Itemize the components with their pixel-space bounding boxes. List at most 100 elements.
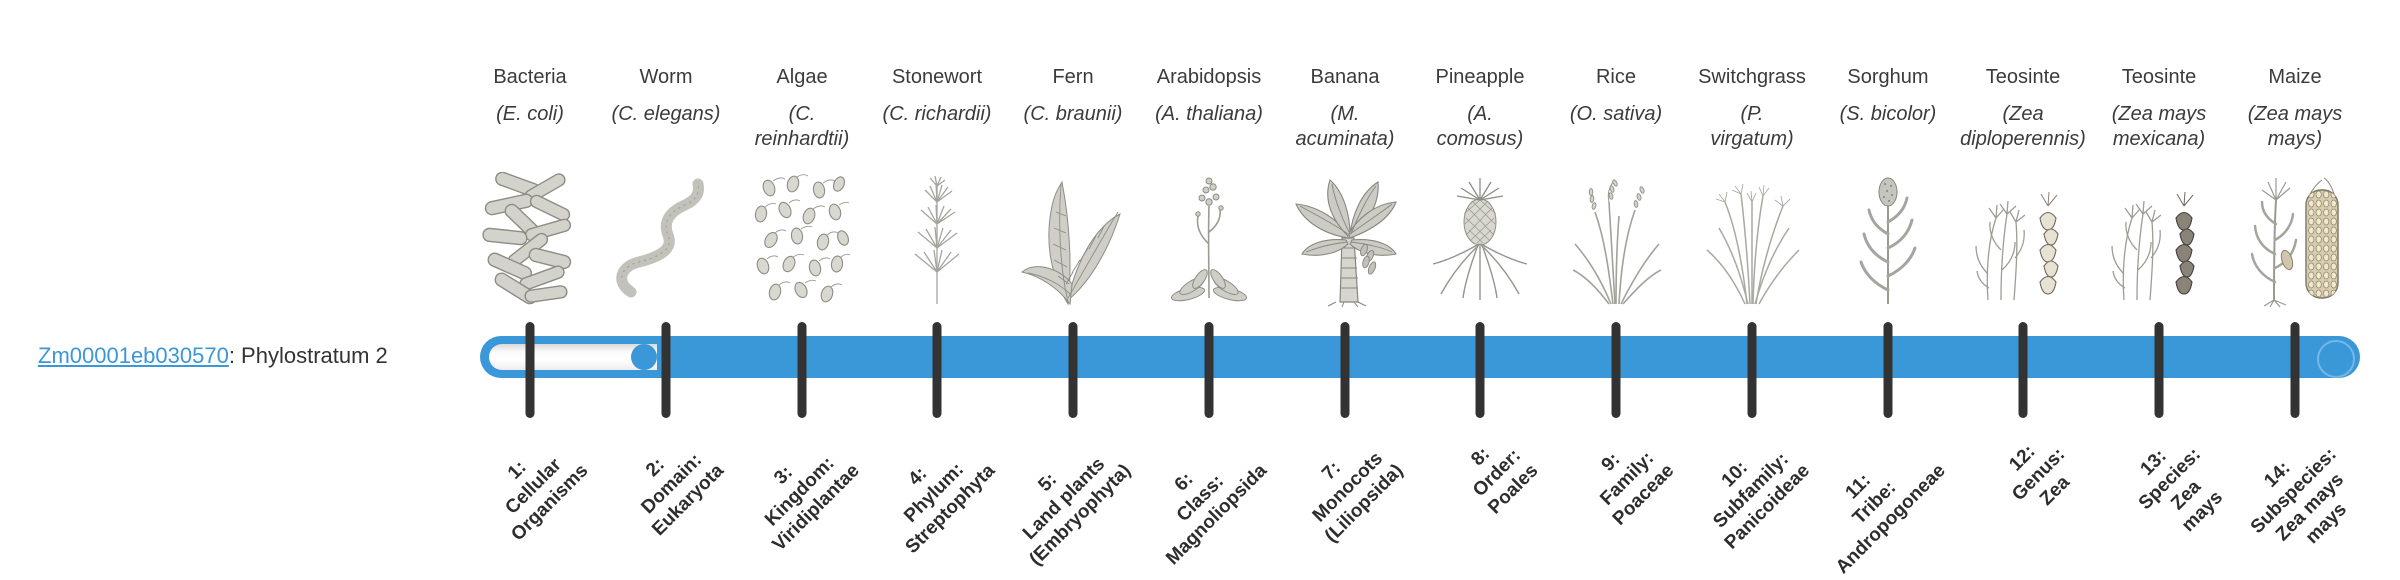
switchgrass-icon: [1697, 172, 1807, 308]
stratum-axis-label: 10: Subfamily: Panicoideae: [1688, 427, 1815, 554]
teosinte-mexicana-icon: [2104, 172, 2214, 308]
organism-label-column: Algae (C. reinhardtii): [737, 64, 867, 152]
gene-id-link[interactable]: Zm00001eb030570: [38, 343, 229, 368]
organism-common-name: Bacteria: [493, 66, 567, 88]
organism-species-name: (P. virgatum): [1687, 102, 1817, 152]
stratum-tick: [525, 322, 535, 418]
stratum-axis-label: 6: Class: Magnoliopsida: [1129, 427, 1272, 570]
stratum-tick: [932, 322, 942, 418]
organism-common-name: Stonewort: [891, 66, 983, 88]
arabidopsis-icon: [1154, 172, 1264, 308]
organism-species-line: (C. richardii): [882, 103, 992, 125]
fern-icon: [1018, 172, 1128, 308]
organism-species-name: (Zea mays mexicana): [2094, 102, 2224, 152]
organism-label-column: Switchgrass (P. virgatum): [1687, 64, 1817, 152]
organism-common-name: Teosinte: [1985, 66, 2061, 88]
stratum-axis-label: 11: Tribe: Andropogoneae: [1799, 427, 1951, 579]
organism-species-line: reinhardtii): [754, 128, 850, 150]
maize-icon: [2240, 172, 2350, 308]
organism-label-column: Pineapple (A. comosus): [1415, 64, 1545, 152]
organism-label-column: Fern (C. braunii): [1008, 64, 1138, 127]
organism-species-name: (C. reinhardtii): [737, 102, 867, 152]
organism-species-name: (O. sativa): [1551, 102, 1681, 127]
organism-species-line: (Zea: [2002, 103, 2044, 125]
organism-species-line: mays): [2267, 128, 2323, 150]
organism-species-line: (M.: [1330, 103, 1360, 125]
organism-common-name: Fern: [1052, 66, 1094, 88]
organism-label-column: Stonewort (C. richardii): [872, 64, 1002, 127]
organism-species-name: (S. bicolor): [1823, 102, 1953, 127]
stratum-tick: [1883, 322, 1893, 418]
organism-label-column: Sorghum (S. bicolor): [1823, 64, 1953, 127]
organism-label-column: Bacteria (E. coli): [465, 64, 595, 127]
organism-common-name: Pineapple: [1435, 66, 1525, 88]
organism-species-line: acuminata): [1295, 128, 1395, 150]
stratum-tick: [661, 322, 671, 418]
organism-species-line: (Zea mays: [2247, 103, 2343, 125]
stratum-axis-label: 12: Genus: Zea: [1991, 427, 2086, 522]
stratum-axis-label: 13: Species: Zea mays: [2118, 427, 2238, 547]
organism-common-name: Worm: [639, 66, 693, 88]
teosinte-diploperennis-icon: [1968, 172, 2078, 308]
stratum-tick: [1747, 322, 1757, 418]
organism-species-line: (Zea mays: [2111, 103, 2207, 125]
stratum-axis-label: 8: Order: Poales: [1451, 427, 1543, 519]
stratum-axis-label: 9: Family: Poaceae: [1575, 427, 1678, 530]
phylostratum-bar: [480, 336, 2360, 378]
organism-label-column: Maize (Zea mays mays): [2230, 64, 2360, 152]
bacteria-icon: [475, 172, 585, 308]
stratum-tick: [2290, 322, 2300, 418]
organism-species-name: (Zea mays mays): [2230, 102, 2360, 152]
organism-species-line: (C. braunii): [1023, 103, 1123, 125]
gene-phylostratum-text: : Phylostratum 2: [228, 343, 388, 368]
stratum-axis-label: 14: Subspecies: Zea mays mays: [2230, 427, 2374, 571]
stratum-tick: [1068, 322, 1078, 418]
organism-species-name: (C. richardii): [872, 102, 1002, 127]
stratum-axis-label: 4: Phylum: Streptophyta: [868, 427, 1000, 559]
organism-species-line: (A.: [1467, 103, 1493, 125]
stratum-axis-label: 5: Land plants (Embryophyta): [992, 427, 1136, 571]
sorghum-icon: [1833, 172, 1943, 308]
organism-common-name: Algae: [776, 66, 828, 88]
organism-species-line: (A. thaliana): [1155, 103, 1263, 125]
organism-species-line: (P.: [1740, 103, 1764, 125]
stonewort-icon: [882, 172, 992, 308]
stratum-tick: [1340, 322, 1350, 418]
stratum-tick: [1611, 322, 1621, 418]
organism-common-name: Sorghum: [1847, 66, 1929, 88]
organism-label-column: Arabidopsis (A. thaliana): [1144, 64, 1274, 127]
organism-species-line: (O. sativa): [1569, 103, 1663, 125]
organism-common-name: Maize: [2268, 66, 2322, 88]
phylostratum-bar-unfilled-segment: [489, 344, 657, 370]
organism-label-column: Banana (M. acuminata): [1280, 64, 1410, 152]
organism-species-name: (C. braunii): [1008, 102, 1138, 127]
organism-species-line: diploperennis): [1960, 128, 2086, 150]
phylostratum-fill-start-cap: [631, 344, 657, 370]
organism-species-line: mexicana): [2112, 128, 2206, 150]
rice-icon: [1561, 172, 1671, 308]
organism-species-name: (Zea diploperennis): [1958, 102, 2088, 152]
stratum-tick: [1475, 322, 1485, 418]
organism-common-name: Switchgrass: [1698, 66, 1806, 88]
organism-label-column: Rice (O. sativa): [1551, 64, 1681, 127]
worm-icon: [611, 172, 721, 308]
organism-species-line: virgatum): [1710, 128, 1794, 150]
bar-end-highlight: [2317, 340, 2355, 378]
organism-species-name: (A. thaliana): [1144, 102, 1274, 127]
stratum-tick: [1204, 322, 1214, 418]
stratum-tick: [2018, 322, 2028, 418]
organism-label-column: Teosinte (Zea mays mexicana): [2094, 64, 2224, 152]
organism-species-name: (C. elegans): [601, 102, 731, 127]
pineapple-icon: [1425, 172, 1535, 308]
stratum-axis-label: 1: Cellular Organisms: [474, 427, 593, 546]
organism-label-column: Worm (C. elegans): [601, 64, 731, 127]
stratum-axis-label: 2: Domain: Eukaryota: [615, 427, 729, 541]
algae-icon: [747, 172, 857, 308]
organism-label-column: Teosinte (Zea diploperennis): [1958, 64, 2088, 152]
organism-species-name: (M. acuminata): [1280, 102, 1410, 152]
organism-common-name: Teosinte: [2121, 66, 2197, 88]
stratum-axis-label: 3: Kingdom: Viridiplantae: [736, 427, 865, 556]
organism-species-line: comosus): [1436, 128, 1524, 150]
stratum-tick: [2154, 322, 2164, 418]
